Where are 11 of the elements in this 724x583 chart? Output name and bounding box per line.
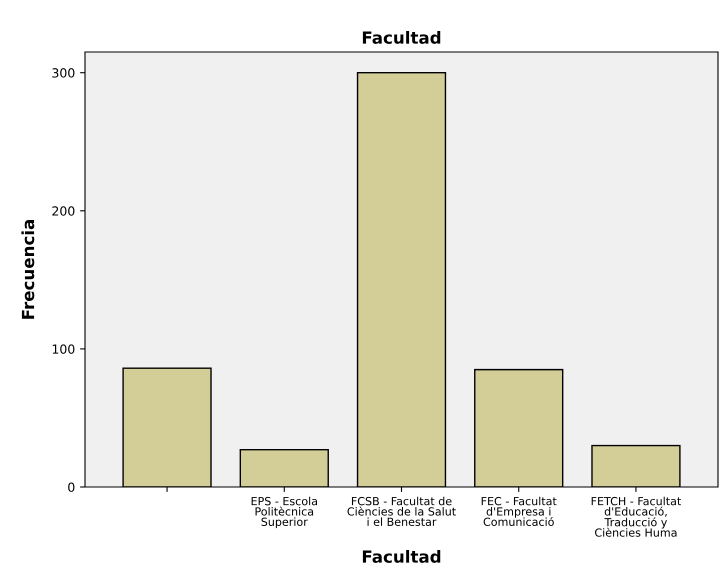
x-axis-title: Facultad bbox=[362, 550, 440, 563]
chart-title: Facultad bbox=[362, 31, 440, 44]
x-tick-label: FCSB - Facultat de Ciències de la Salut i el Benestar bbox=[347, 496, 456, 526]
y-tick-label: 0 bbox=[68, 482, 74, 492]
y-tick-label: 100 bbox=[52, 344, 74, 354]
x-tick-label: FETCH - Facultat d'Educació, Traducció y Ciències Huma bbox=[592, 496, 682, 537]
y-tick-label: 200 bbox=[52, 206, 74, 216]
y-tick-label: 300 bbox=[52, 68, 74, 78]
x-tick-label: FEC - Facultat d'Empresa i Comunicació bbox=[482, 496, 557, 526]
y-axis-title: Frecuencia bbox=[21, 220, 34, 319]
x-tick-label: EPS - Escola Politècnica Superior bbox=[252, 496, 317, 528]
